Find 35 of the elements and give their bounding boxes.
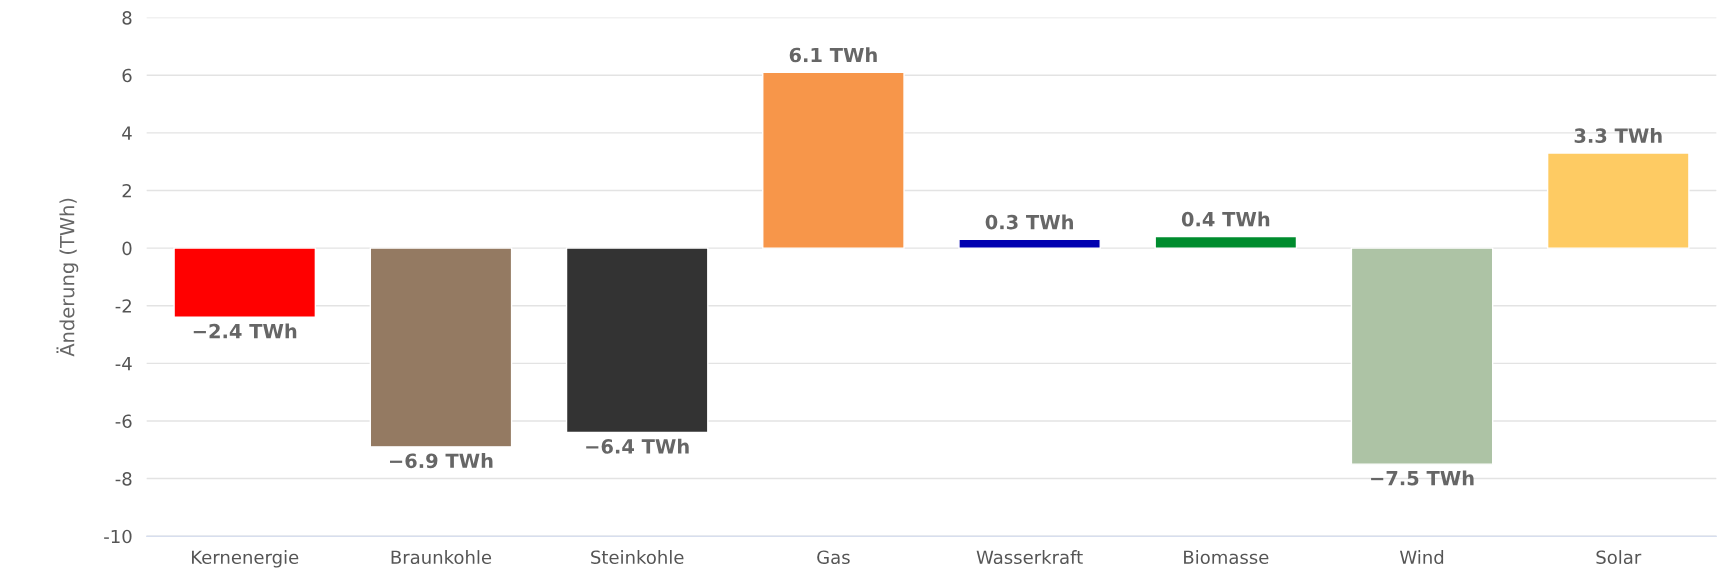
bar [958,238,1101,249]
y-tick-label: -6 [115,414,132,429]
y-tick-label: -10 [104,529,132,544]
bar [565,247,709,434]
x-tick-label: Steinkohle [591,550,684,565]
y-tick-label: -2 [115,299,131,313]
x-tick-label: Solar [1596,550,1642,565]
bar [1154,235,1298,249]
x-tick-label: Wind [1399,550,1444,565]
x-tick-label: Wasserkraft [976,550,1083,565]
data-label: 6.1 TWh [789,47,877,63]
y-tick-label: -8 [115,472,132,486]
bar [1350,247,1494,465]
bar [173,247,317,318]
data-label: 3.3 TWh [1574,127,1662,143]
y-tick-label: 6 [122,68,132,83]
x-tick-label: Biomasse [1184,550,1269,565]
x-tick-label: Braunkohle [391,550,492,565]
bar [369,247,513,448]
data-label: −6.9 TWh [389,453,493,469]
y-tick-label: 2 [122,183,131,198]
data-label: −2.4 TWh [193,323,297,339]
y-axis-title: Änderung (TWh) [56,198,79,357]
y-tick-label: -4 [115,357,132,371]
y-tick-label: 8 [122,11,132,25]
y-tick-label: 4 [122,126,132,140]
bar [762,71,905,249]
data-label: −7.5 TWh [1371,470,1474,486]
x-tick-label: Kernenergie [192,550,299,568]
x-tick-label: Gas [817,550,850,565]
data-label: −6.4 TWh [586,438,689,454]
data-label: 0.4 TWh [1181,211,1270,227]
data-label: 0.3 TWh [985,214,1073,230]
y-tick-label: 0 [122,241,132,256]
bar [1546,152,1690,249]
